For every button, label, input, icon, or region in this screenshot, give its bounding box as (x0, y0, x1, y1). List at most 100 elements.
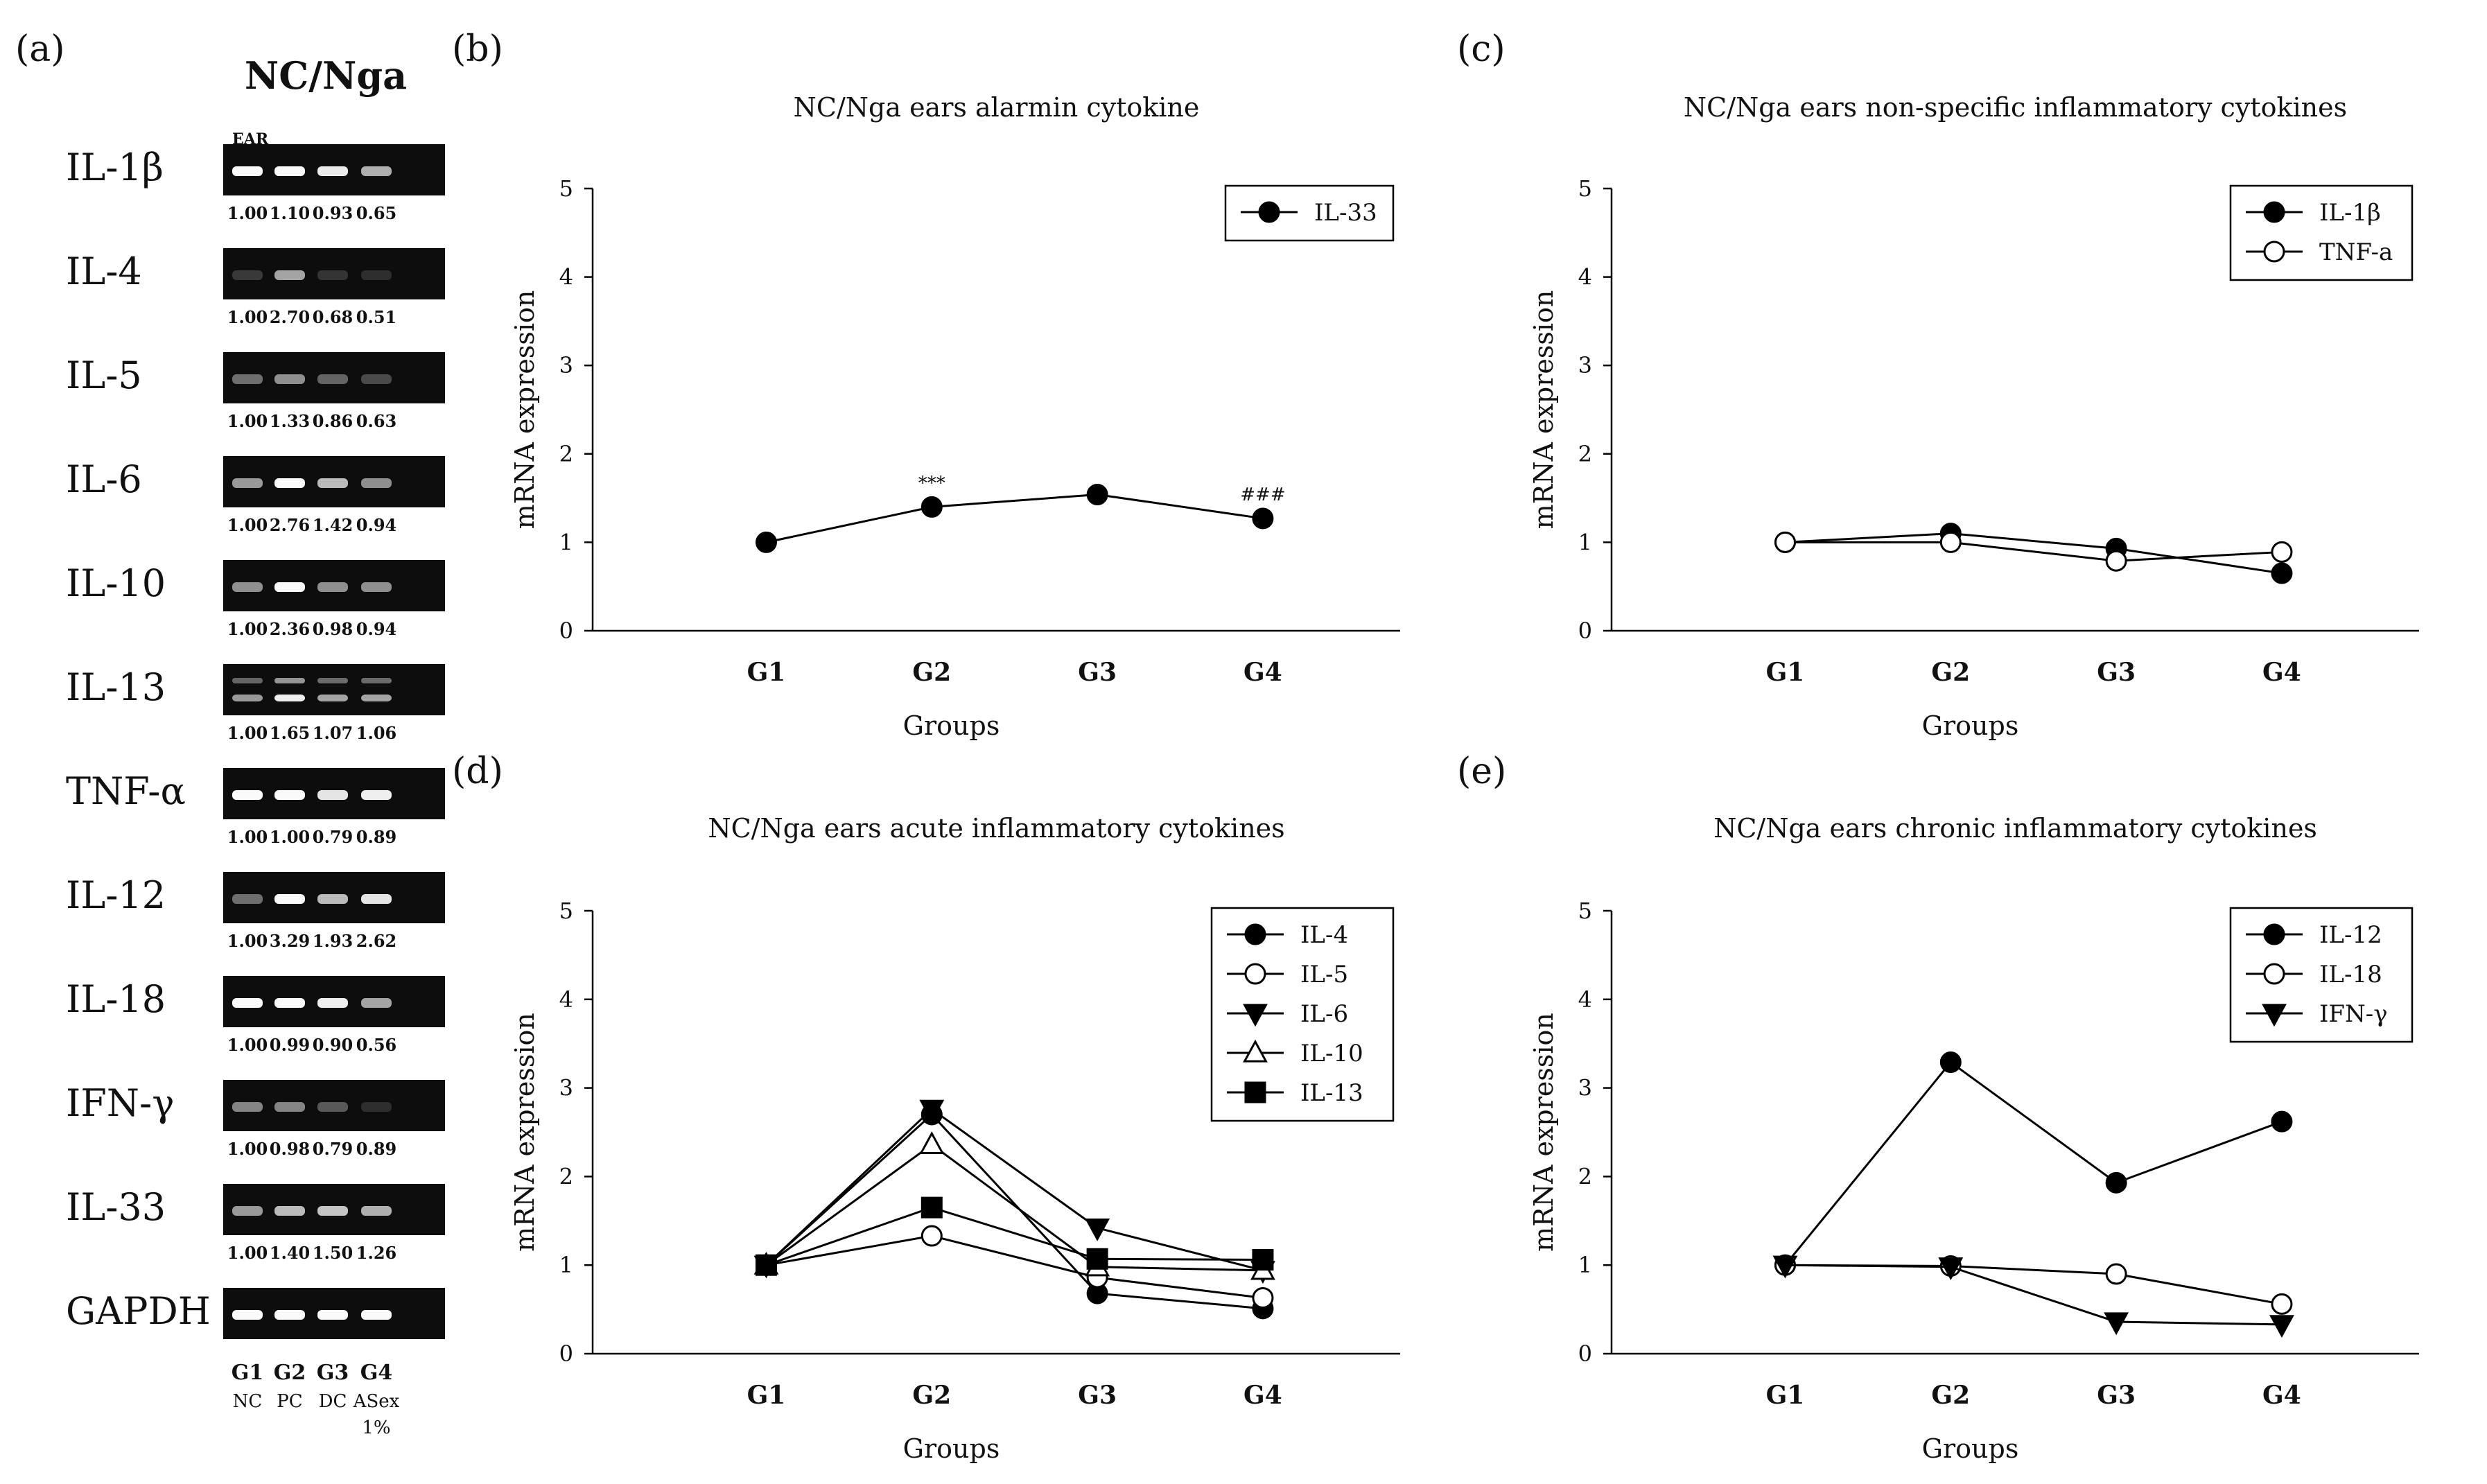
gel-band (274, 270, 305, 280)
legend-label: IL-12 (2319, 921, 2382, 949)
gel-row: IL-5 1.00 1.33 0.86 0.63 (66, 352, 445, 431)
series-IL-33 (755, 483, 1274, 553)
gel-band (274, 1310, 305, 1320)
gel-band (317, 894, 348, 904)
data-point-circle (2263, 923, 2285, 945)
chart-acute: NC/Nga ears acute inflammatory cytokines… (509, 813, 1400, 1464)
gel-band (274, 374, 305, 384)
gel-value: 1.00 (227, 1035, 268, 1055)
gel-value: 0.79 (313, 827, 353, 847)
series-line (766, 1234, 1264, 1299)
gel-value: 1.00 (270, 827, 310, 847)
gel-lane-desc: 1% (362, 1417, 390, 1438)
chart-title: NC/Nga ears non-specific inflammatory cy… (1684, 92, 2347, 123)
y-tick-label: 3 (559, 1075, 573, 1101)
series-line (1785, 541, 2283, 562)
data-point-circle (1939, 531, 1962, 553)
gel-row: IL-10 1.00 2.36 0.98 0.94 (66, 560, 445, 639)
panel-b-chart: (b) NC/Nga ears alarmin cytokine 0 1 2 3 4 5 G1… (452, 28, 1400, 741)
gel-value: 1.07 (313, 723, 353, 743)
data-point-circle (2105, 550, 2127, 572)
data-point-circle (2263, 963, 2285, 985)
gel-band (232, 695, 263, 701)
y-tick-label: 1 (559, 1252, 573, 1278)
gel-band (232, 270, 263, 280)
series-IL-13 (755, 1196, 1274, 1276)
chart-non-specific: NC/Nga ears non-specific inflammatory cy… (1528, 92, 2419, 741)
y-tick-label: 5 (559, 175, 573, 202)
gel-row: IL-6 1.00 2.76 1.42 0.94 (66, 456, 445, 535)
data-point-triangle-down (1938, 1257, 1964, 1280)
gel-band (317, 695, 348, 701)
gel-value: 0.89 (356, 827, 396, 847)
x-tick-label: G2 (912, 658, 951, 687)
gel-value: 0.79 (313, 1139, 353, 1159)
gel-row: IL-1β 1.00 1.10 0.93 0.65 (66, 144, 445, 223)
y-tick-label: 3 (559, 352, 573, 378)
gel-row-label: IFN-γ (66, 1081, 175, 1125)
gel-band (317, 478, 348, 488)
data-point-triangle-down (2104, 1312, 2129, 1336)
y-tick-label: 1 (1578, 529, 1592, 555)
chart-title: NC/Nga ears acute inflammatory cytokines (708, 813, 1284, 844)
data-point-circle (1258, 201, 1280, 223)
gel-band (317, 998, 348, 1008)
series-line (765, 1112, 1264, 1310)
gel-lane-code: G2 (274, 1361, 306, 1385)
chart-title: NC/Nga ears chronic inflammatory cytokin… (1713, 813, 2317, 844)
series-line (1785, 1264, 2282, 1326)
x-tick-label: G1 (747, 658, 786, 687)
data-point-triangle-up (919, 1131, 945, 1154)
legend-box (2229, 184, 2414, 281)
data-point-triangle-up (1243, 1039, 1268, 1063)
y-tick-label: 1 (559, 529, 573, 555)
gel-value: 0.51 (356, 307, 396, 327)
gel-lane-code: G4 (360, 1361, 393, 1385)
gel-value: 0.98 (270, 1139, 310, 1159)
y-tick-label: 2 (1578, 1163, 1592, 1189)
data-point-circle (2271, 1293, 2293, 1315)
gel-lane-desc: ASex (353, 1391, 400, 1412)
gel-row-label: IL-4 (66, 250, 142, 293)
gel-band (361, 790, 392, 800)
gel-value: 2.70 (270, 307, 310, 327)
x-axis-label: Groups (903, 710, 1000, 741)
gel-band (274, 695, 305, 701)
panel-tag-a: (a) (15, 28, 65, 70)
gel-value: 1.26 (356, 1243, 396, 1263)
gel-band (274, 582, 305, 592)
series-line (765, 1108, 1264, 1272)
data-point-triangle-down (1772, 1255, 1798, 1279)
data-point-triangle-down (919, 1099, 945, 1123)
data-point-circle (920, 496, 943, 518)
chart-chronic: NC/Nga ears chronic inflammatory cytokin… (1528, 813, 2419, 1464)
gel-strip (223, 664, 445, 715)
legend-label: IFN-γ (2319, 1000, 2388, 1028)
panel-tag-c: (c) (1457, 28, 1506, 70)
y-tick-label: 4 (559, 986, 573, 1013)
y-axis-label: mRNA expression (1528, 1013, 1559, 1252)
data-point-square (920, 1196, 943, 1219)
gel-band (317, 1206, 348, 1216)
data-point-square (1252, 1249, 1274, 1271)
legend-label: IL-5 (1300, 961, 1348, 988)
x-tick-label: G1 (1766, 658, 1805, 687)
y-tick-label: 5 (559, 898, 573, 924)
legend: IL-4 IL-5 IL-6 IL-10 IL-13 (1210, 907, 1395, 1122)
gel-band (232, 1206, 263, 1216)
x-tick-label: G4 (1244, 658, 1282, 687)
x-tick-label: G2 (1931, 1381, 1970, 1410)
gel-value: 0.99 (270, 1035, 310, 1055)
gel-row: GAPDH (66, 1288, 445, 1339)
gel-band (274, 1206, 305, 1216)
legend-label: IL-18 (2319, 961, 2382, 988)
gel-band (274, 894, 305, 904)
y-tick-label: 4 (1578, 264, 1592, 290)
series-TNF-a (1774, 531, 2293, 572)
y-tick-label: 0 (559, 618, 573, 644)
gel-row: TNF-α1.00 1.00 0.79 0.89 (66, 768, 445, 847)
y-tick-label: 3 (1578, 1075, 1592, 1101)
gel-value: 1.06 (356, 723, 396, 743)
gel-value: 0.90 (313, 1035, 353, 1055)
